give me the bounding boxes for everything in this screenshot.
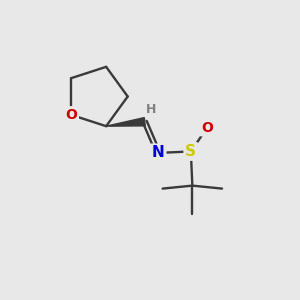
Text: N: N bbox=[152, 146, 164, 160]
Text: H: H bbox=[146, 103, 156, 116]
Text: O: O bbox=[201, 121, 213, 135]
Polygon shape bbox=[106, 118, 145, 126]
Text: O: O bbox=[65, 108, 77, 122]
Text: S: S bbox=[185, 144, 197, 159]
